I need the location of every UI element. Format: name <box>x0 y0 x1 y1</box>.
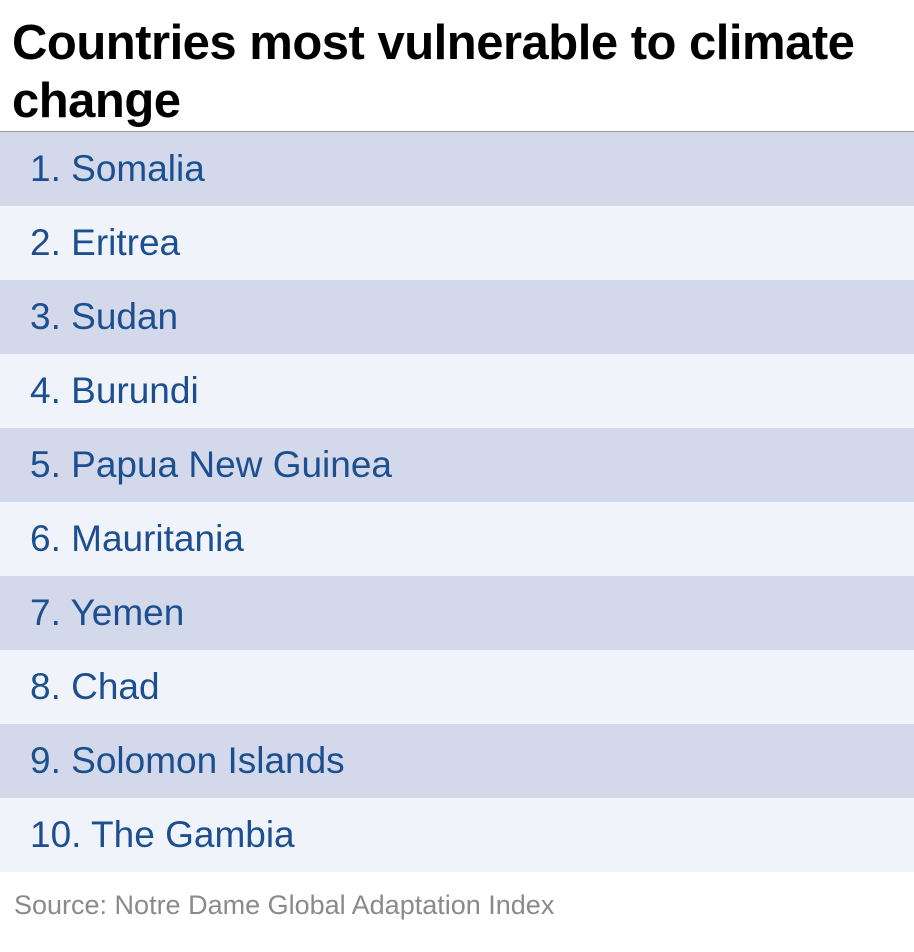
list-row: 5. Papua New Guinea <box>0 428 914 502</box>
title: Countries most vulnerable to climate cha… <box>12 16 855 128</box>
list-row: 3. Sudan <box>0 280 914 354</box>
list-row: 6. Mauritania <box>0 502 914 576</box>
list-row: 4. Burundi <box>0 354 914 428</box>
list-row: 9. Solomon Islands <box>0 724 914 798</box>
list-row: 7. Yemen <box>0 576 914 650</box>
ranking-list: 1. Somalia 2. Eritrea 3. Sudan 4. Burundi 5.… <box>0 131 914 872</box>
list-row: 10. The Gambia <box>0 798 914 872</box>
list-row: 2. Eritrea <box>0 206 914 280</box>
list-row: 8. Chad <box>0 650 914 724</box>
list-row: 1. Somalia <box>0 132 914 206</box>
source-note: Source: Notre Dame Global Adaptation Ind… <box>14 890 555 920</box>
